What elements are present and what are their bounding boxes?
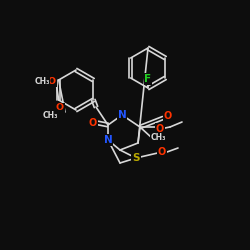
Text: O: O <box>156 124 164 134</box>
Text: O: O <box>164 111 172 121</box>
Text: F: F <box>144 74 152 84</box>
Text: O: O <box>48 78 56 86</box>
Text: N: N <box>118 110 126 120</box>
Text: N: N <box>104 135 112 145</box>
Text: S: S <box>132 153 140 163</box>
Text: O: O <box>56 104 64 112</box>
Text: CH₃: CH₃ <box>34 78 50 86</box>
Text: O: O <box>158 147 166 157</box>
Text: O: O <box>89 118 97 128</box>
Text: CH₃: CH₃ <box>150 134 166 142</box>
Text: CH₃: CH₃ <box>42 110 58 120</box>
